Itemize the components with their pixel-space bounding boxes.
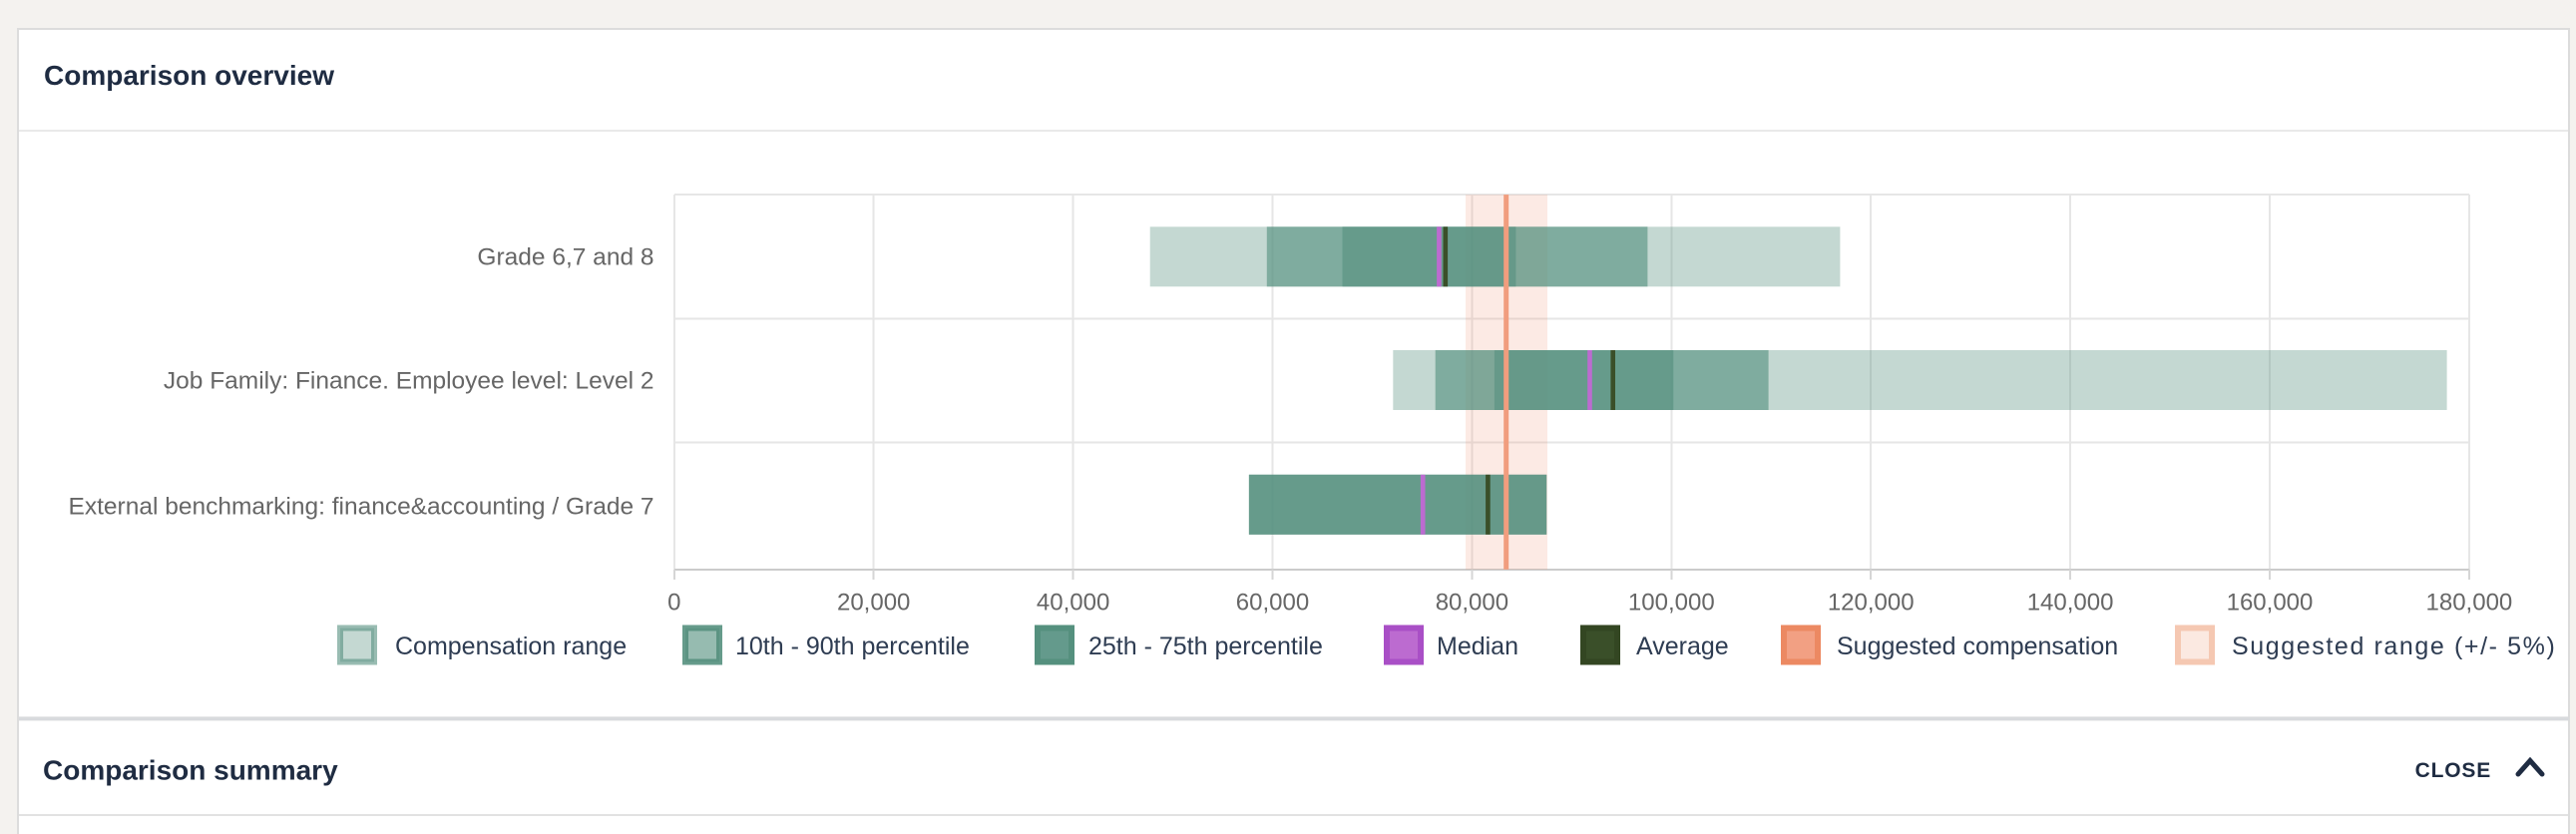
svg-text:120,000: 120,000 bbox=[1828, 590, 1915, 617]
svg-text:CLOSE: CLOSE bbox=[2415, 759, 2491, 782]
svg-text:Suggested compensation: Suggested compensation bbox=[1837, 632, 2118, 660]
svg-text:140,000: 140,000 bbox=[2027, 590, 2114, 617]
svg-text:10th - 90th percentile: 10th - 90th percentile bbox=[735, 632, 970, 660]
svg-text:0: 0 bbox=[667, 590, 680, 617]
svg-text:40,000: 40,000 bbox=[1037, 590, 1109, 617]
svg-text:Grade 6,7 and 8: Grade 6,7 and 8 bbox=[477, 243, 653, 270]
svg-text:25th - 75th percentile: 25th - 75th percentile bbox=[1088, 632, 1323, 660]
svg-text:160,000: 160,000 bbox=[2227, 590, 2314, 617]
svg-text:180,000: 180,000 bbox=[2426, 590, 2513, 617]
svg-text:Comparison overview: Comparison overview bbox=[44, 60, 334, 91]
svg-text:Suggested range (+/- 5%): Suggested range (+/- 5%) bbox=[2232, 632, 2556, 660]
svg-text:Average: Average bbox=[1636, 632, 1729, 660]
svg-text:Compensation range: Compensation range bbox=[395, 632, 627, 660]
svg-text:Job Family: Finance. Employee: Job Family: Finance. Employee level: Lev… bbox=[164, 368, 654, 395]
svg-text:Comparison summary: Comparison summary bbox=[43, 755, 338, 786]
svg-text:80,000: 80,000 bbox=[1436, 590, 1508, 617]
svg-text:20,000: 20,000 bbox=[837, 590, 910, 617]
svg-text:External benchmarking: finance: External benchmarking: finance&accountin… bbox=[69, 493, 654, 520]
svg-text:100,000: 100,000 bbox=[1628, 590, 1715, 617]
svg-text:Median: Median bbox=[1437, 632, 1518, 660]
svg-text:60,000: 60,000 bbox=[1236, 590, 1309, 617]
